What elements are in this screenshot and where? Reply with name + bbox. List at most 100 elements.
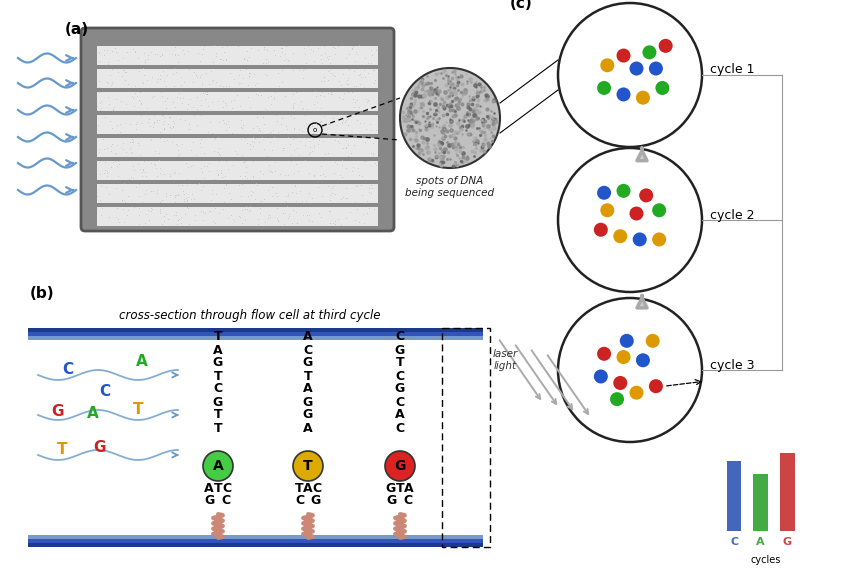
Bar (28, 332, 483, 336)
Text: (a): (a) (65, 22, 89, 37)
Circle shape (652, 203, 666, 218)
Text: T: T (57, 443, 67, 458)
Circle shape (558, 148, 702, 292)
Text: G: G (303, 357, 313, 369)
Circle shape (614, 376, 627, 390)
Text: A: A (303, 331, 313, 343)
Circle shape (649, 62, 663, 76)
Circle shape (558, 298, 702, 442)
Text: A: A (87, 406, 99, 421)
Text: C: C (222, 494, 230, 508)
Bar (753, 474, 768, 531)
Circle shape (400, 68, 500, 168)
Text: G: G (303, 395, 313, 409)
Circle shape (652, 233, 666, 246)
Circle shape (600, 203, 615, 218)
Bar (28, 543, 483, 547)
Circle shape (597, 186, 611, 200)
Text: cycle 3: cycle 3 (710, 358, 755, 372)
Circle shape (655, 81, 670, 95)
Circle shape (630, 385, 643, 400)
Text: spots of DNA
being sequenced: spots of DNA being sequenced (405, 176, 495, 197)
Circle shape (597, 81, 611, 95)
Bar (727, 462, 741, 531)
Circle shape (616, 184, 631, 198)
Text: T: T (213, 331, 223, 343)
Text: A: A (303, 481, 313, 494)
Text: cycle 2: cycle 2 (710, 208, 755, 222)
Circle shape (636, 91, 650, 104)
Circle shape (659, 39, 672, 53)
Text: T: T (295, 481, 303, 494)
Text: T: T (396, 481, 405, 494)
Text: C: C (62, 362, 74, 377)
Bar (97, 138, 378, 157)
Bar (780, 453, 795, 531)
Text: C: C (213, 383, 223, 395)
Circle shape (203, 451, 233, 481)
Circle shape (616, 48, 631, 62)
Text: A: A (756, 537, 765, 546)
Circle shape (597, 347, 611, 361)
Text: C: C (395, 369, 405, 383)
Text: (b): (b) (30, 286, 54, 301)
Text: A: A (395, 409, 405, 422)
Text: G: G (94, 440, 106, 455)
Circle shape (600, 58, 615, 72)
Text: G: G (395, 343, 405, 357)
Text: G: G (52, 404, 65, 419)
Bar (28, 336, 483, 340)
Circle shape (594, 369, 608, 384)
Text: cycle 1: cycle 1 (710, 63, 755, 77)
Circle shape (636, 353, 650, 368)
Text: A: A (204, 481, 214, 494)
Circle shape (649, 379, 663, 393)
Text: G: G (387, 494, 397, 508)
Bar (97, 184, 378, 203)
Text: A: A (303, 383, 313, 395)
Circle shape (616, 88, 631, 102)
Circle shape (558, 3, 702, 147)
Circle shape (610, 392, 624, 406)
Text: (c): (c) (510, 0, 533, 11)
Text: C: C (404, 494, 412, 508)
Text: A: A (213, 343, 223, 357)
Text: T: T (213, 422, 223, 434)
Text: A: A (303, 422, 313, 434)
Text: G: G (783, 537, 792, 546)
Bar (97, 46, 378, 65)
Text: C: C (730, 537, 739, 546)
Circle shape (620, 334, 634, 348)
Text: G: G (311, 494, 321, 508)
Text: G: G (386, 481, 396, 494)
Text: G: G (205, 494, 215, 508)
Bar (97, 115, 378, 134)
Text: C: C (395, 395, 405, 409)
Text: T: T (303, 459, 313, 473)
Bar (97, 161, 378, 180)
Circle shape (616, 350, 631, 364)
Text: T: T (213, 481, 223, 494)
Text: o: o (313, 127, 317, 133)
Bar (28, 328, 483, 332)
Circle shape (646, 334, 660, 348)
Text: T: T (396, 357, 405, 369)
Text: C: C (395, 331, 405, 343)
Text: T: T (303, 369, 312, 383)
Bar (28, 535, 483, 539)
Text: C: C (99, 384, 110, 399)
Text: T: T (213, 369, 223, 383)
Text: laser
light: laser light (492, 349, 518, 371)
Circle shape (630, 207, 643, 220)
Text: G: G (394, 459, 405, 473)
Text: A: A (136, 354, 148, 369)
Circle shape (594, 223, 608, 237)
Circle shape (643, 46, 656, 59)
Text: C: C (223, 481, 231, 494)
Circle shape (385, 451, 415, 481)
Text: A: A (212, 459, 224, 473)
Text: T: T (213, 409, 223, 422)
Text: C: C (296, 494, 304, 508)
Bar (97, 69, 378, 88)
Text: A: A (405, 481, 414, 494)
